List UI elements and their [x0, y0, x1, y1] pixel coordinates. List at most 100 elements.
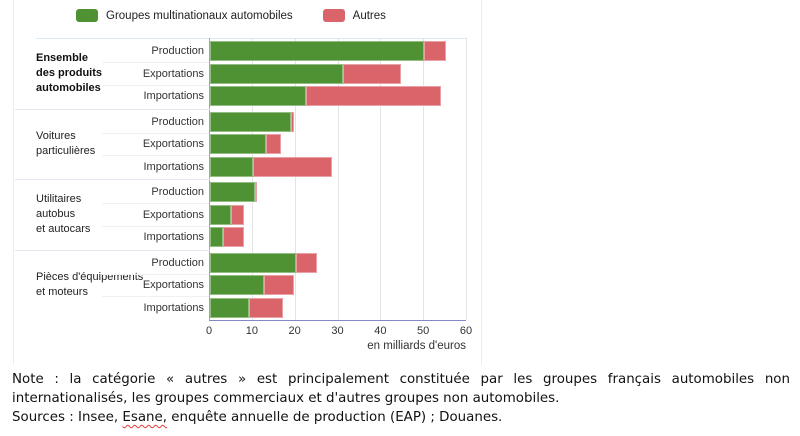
row-label-separator [102, 155, 209, 157]
bar-production [210, 252, 318, 273]
chart-legend: Groupes multinationaux automobiles Autre… [76, 9, 386, 22]
bar-segment-autres [291, 111, 294, 132]
group-label-line: particulières [36, 144, 96, 157]
row-label-separator [102, 225, 209, 227]
bar-segment-multinationaux [210, 275, 264, 296]
bar-exportations [210, 204, 245, 225]
bar-segment-autres [254, 182, 257, 203]
bar-importations [210, 86, 442, 107]
group-label-line: des produits [36, 66, 103, 79]
plot-top-border [36, 38, 466, 39]
group-separator [15, 108, 210, 110]
bar-importations [210, 227, 245, 248]
bar-segment-multinationaux [210, 297, 249, 318]
bar-segment-autres [265, 134, 281, 155]
note-block: Note : la catégorie « autres » est princ… [12, 370, 790, 427]
bar-segment-autres [306, 86, 442, 107]
legend-label-autres: Autres [352, 9, 386, 22]
row-label-production: Production [151, 186, 204, 199]
bar-importations [210, 297, 283, 318]
row-label-importations: Importations [143, 301, 204, 314]
bar-segment-autres [231, 204, 245, 225]
row-label-exportations: Exportations [142, 138, 204, 151]
row-label-separator [102, 84, 209, 86]
legend-swatch-green-icon [76, 9, 98, 22]
gridline-20 [294, 38, 296, 320]
bar-segment-multinationaux [210, 156, 253, 177]
group-label-line: Ensemble [36, 51, 88, 64]
group-separator [15, 249, 210, 251]
legend-item-multinationaux[interactable]: Groupes multinationaux automobiles [76, 9, 293, 22]
x-tick-30: 30 [331, 325, 344, 337]
sources-prefix: Sources : Insee, [12, 410, 123, 425]
row-label-separator [102, 273, 209, 275]
bar-production [210, 111, 294, 132]
bar-segment-autres [295, 252, 318, 273]
group-label: Ensemble des produits automobiles [36, 38, 148, 109]
x-tick-20: 20 [288, 325, 301, 337]
legend-label-multinationaux: Groupes multinationaux automobiles [106, 9, 293, 22]
group-separator [15, 179, 210, 180]
x-tick-0: 0 [205, 325, 213, 337]
row-label-production: Production [151, 256, 204, 269]
bar-segment-multinationaux [210, 227, 223, 248]
legend-swatch-red-icon [322, 9, 345, 22]
row-label-production: Production [151, 115, 204, 128]
sources-suffix: enquête annuelle de production (EAP) ; D… [167, 410, 503, 425]
x-axis-unit-label: en milliards d'euros [367, 340, 466, 352]
bar-segment-multinationaux [210, 63, 343, 84]
group-label-line: autobus [36, 207, 76, 220]
x-tick-50: 50 [417, 325, 430, 337]
row-label-separator [102, 296, 209, 298]
row-label-production: Production [151, 45, 204, 58]
row-label-separator [102, 62, 209, 64]
gridline-30 [337, 38, 339, 320]
chart-figure: Groupes multinationaux automobiles Autre… [13, 0, 482, 365]
group-label: Utilitaires autobus et autocars [36, 179, 148, 250]
bar-segment-autres [424, 41, 446, 62]
bar-exportations [210, 63, 401, 84]
group-label-line: automobiles [36, 81, 101, 94]
x-tick-60: 60 [459, 325, 473, 337]
row-label-separator [102, 132, 209, 134]
bar-production [210, 182, 257, 203]
legend-item-autres[interactable]: Autres [322, 9, 386, 22]
note-text: Note : la catégorie « autres » est princ… [12, 372, 790, 406]
bar-segment-autres [263, 275, 294, 296]
x-tick-10: 10 [245, 325, 258, 337]
row-label-importations: Importations [143, 160, 204, 173]
bar-segment-autres [222, 227, 245, 248]
row-label-importations: Importations [143, 90, 204, 103]
row-label-importations: Importations [143, 231, 204, 244]
group-label-line: et moteurs [36, 285, 88, 298]
group-label-line: Voitures [36, 129, 76, 142]
group-label-line: et autocars [36, 222, 91, 235]
x-tick-40: 40 [374, 325, 387, 337]
group-label: Voitures particulières [36, 109, 148, 180]
x-axis-line [209, 320, 466, 321]
bar-segment-multinationaux [210, 204, 232, 225]
group-label-line: Utilitaires [36, 192, 82, 205]
bar-exportations [210, 134, 281, 155]
bar-production [210, 41, 446, 62]
bar-segment-multinationaux [210, 134, 266, 155]
gridline-60 [466, 38, 467, 320]
bar-segment-multinationaux [210, 86, 307, 107]
bar-segment-autres [342, 63, 401, 84]
bar-segment-multinationaux [210, 182, 255, 203]
plot-area: en milliards d'euros 0 10 20 30 40 50 60 Ensemb… [14, 0, 481, 365]
row-label-separator [102, 203, 209, 205]
row-label-exportations: Exportations [142, 208, 204, 221]
bar-segment-multinationaux [210, 41, 425, 62]
gridline-50 [423, 38, 425, 320]
bar-segment-multinationaux [210, 111, 292, 132]
row-label-exportations: Exportations [142, 279, 204, 292]
gridline-10 [251, 38, 253, 320]
bar-segment-multinationaux [210, 252, 296, 273]
bar-importations [210, 156, 333, 177]
bar-exportations [210, 275, 294, 296]
sources-misspelled-word: Esane, [122, 410, 168, 425]
bar-segment-autres [248, 297, 283, 318]
bar-segment-autres [252, 156, 333, 177]
gridline-40 [380, 38, 382, 320]
